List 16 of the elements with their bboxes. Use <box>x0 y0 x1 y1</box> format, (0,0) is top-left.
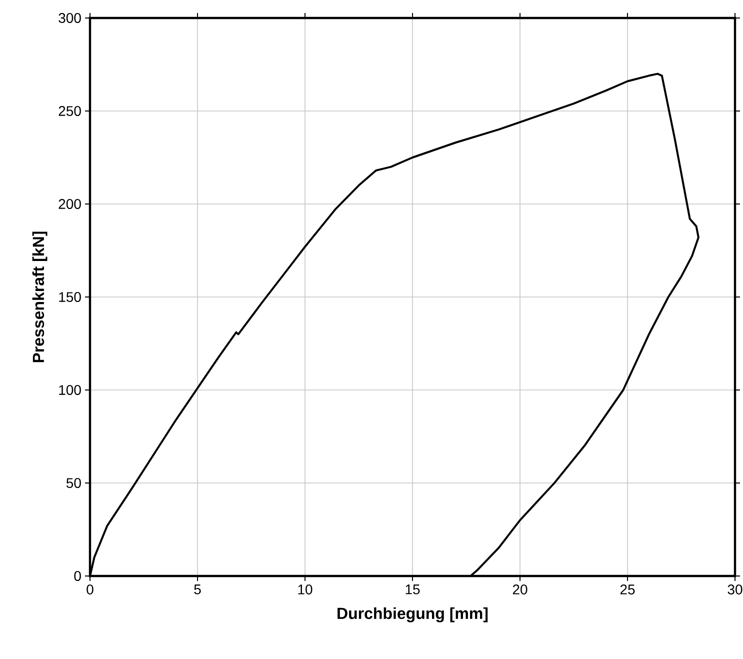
y-tick-label: 150 <box>59 292 81 302</box>
x-axis-title: Durchbiegung [mm] <box>338 607 488 622</box>
x-tick-label: 0 <box>86 584 94 594</box>
y-tick-label: 200 <box>58 199 81 209</box>
x-tick-label: 10 <box>298 584 312 594</box>
x-tick-label: 5 <box>194 584 201 594</box>
x-tick-label: 25 <box>620 584 635 594</box>
y-tick-label: 50 <box>66 478 81 488</box>
y-tick-label: 300 <box>58 13 81 23</box>
x-tick-label: 30 <box>728 584 742 594</box>
y-axis-title: Pressenkraft [kN] <box>32 232 48 362</box>
x-tick-label: 20 <box>512 584 528 594</box>
y-tick-label: 0 <box>74 571 81 581</box>
y-tick-label: 100 <box>59 385 81 395</box>
y-tick-label: 250 <box>58 106 81 116</box>
x-tick-label: 15 <box>406 584 420 594</box>
